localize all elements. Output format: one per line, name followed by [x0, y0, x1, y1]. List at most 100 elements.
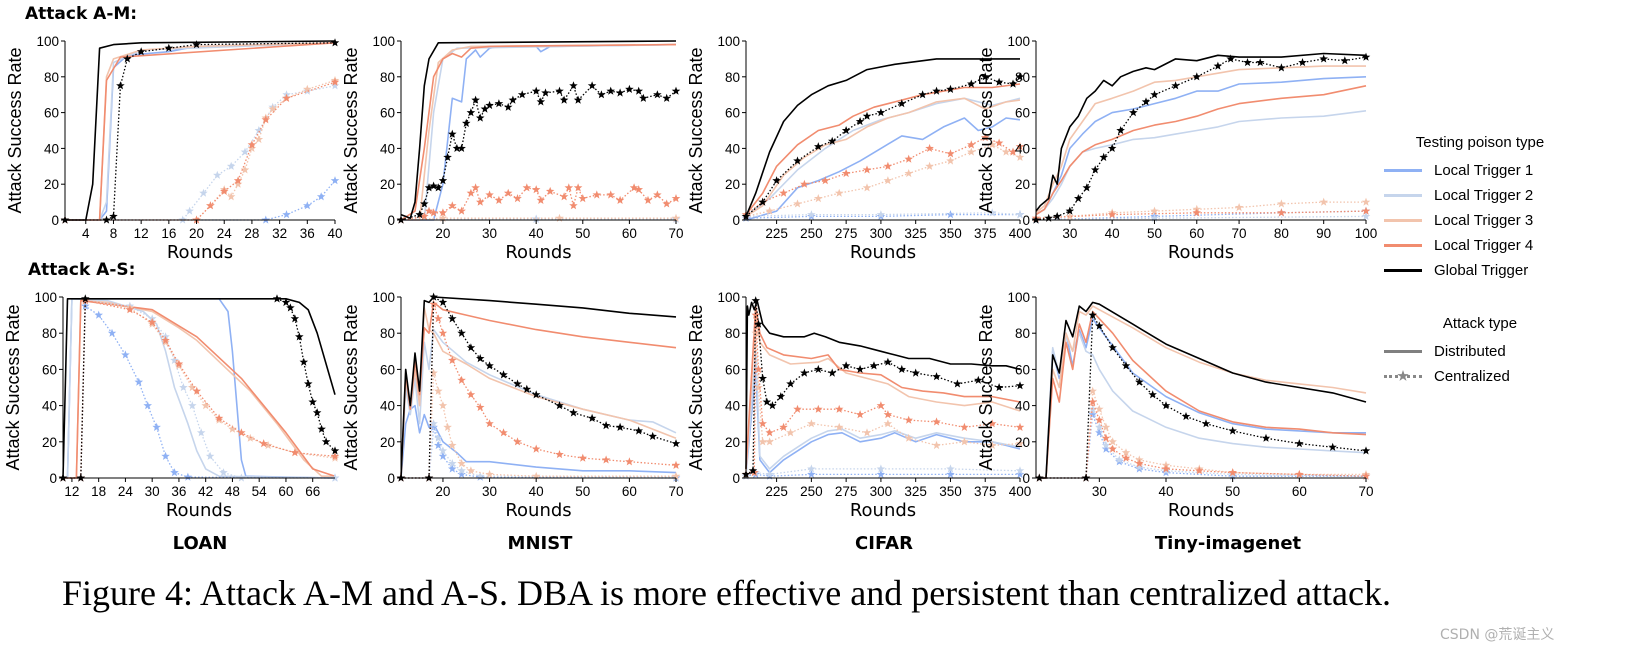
- star-marker-local-trigger-2: [1015, 466, 1025, 475]
- y-tick-label: 60: [1015, 362, 1030, 377]
- x-tick-label: 70: [1232, 226, 1247, 241]
- x-tick-label: 350: [939, 484, 962, 499]
- y-tick-label: 20: [380, 177, 395, 192]
- series-line-local-trigger-3-distributed: [745, 97, 1021, 218]
- star-marker-global-trigger: [974, 375, 983, 384]
- star-marker-global-trigger: [653, 90, 662, 99]
- star-marker-local-trigger-3: [448, 440, 457, 450]
- star-marker-local-trigger-1: [1095, 428, 1104, 437]
- star-marker-local-trigger-3: [793, 199, 802, 208]
- star-marker-local-trigger-4: [1108, 444, 1117, 453]
- x-axis-title: Rounds: [1168, 500, 1234, 521]
- y-tick-label: 60: [725, 106, 740, 121]
- star-marker-local-trigger-4: [569, 201, 578, 210]
- star-marker-local-trigger-2: [987, 208, 997, 217]
- star-marker-local-trigger-4: [573, 183, 583, 192]
- star-marker-global-trigger: [573, 95, 583, 104]
- y-tick-label: 0: [732, 213, 740, 228]
- star-marker-global-trigger: [762, 397, 772, 406]
- star-marker-local-trigger-4: [125, 305, 135, 314]
- series-line-local-trigger-2-distributed: [745, 97, 1021, 218]
- y-tick-label: 20: [725, 435, 740, 450]
- y-tick-label: 20: [1015, 435, 1030, 450]
- y-tick-label: 60: [1015, 106, 1030, 121]
- series-line-local-trigger-2-centralized: [400, 218, 676, 221]
- star-marker-local-trigger-4: [261, 115, 270, 124]
- star-marker-local-trigger-3: [303, 84, 312, 93]
- star-marker-local-trigger-2: [330, 81, 340, 90]
- star-marker-local-trigger-3: [485, 469, 494, 478]
- star-marker-global-trigger: [569, 408, 578, 417]
- star-marker-global-trigger: [1171, 81, 1180, 90]
- star-marker-global-trigger: [1340, 56, 1350, 65]
- y-tick-label: 60: [380, 106, 395, 121]
- star-marker-global-trigger: [116, 81, 125, 90]
- star-marker-local-trigger-3: [1101, 422, 1111, 431]
- y-tick-label: 60: [42, 362, 57, 377]
- x-tick-label: 50: [1225, 484, 1240, 499]
- x-tick-label: 40: [529, 484, 544, 499]
- star-marker-local-trigger-3: [904, 169, 913, 178]
- star-marker-local-trigger-2: [438, 446, 448, 455]
- star-marker-local-trigger-1: [434, 440, 443, 450]
- star-marker-global-trigger: [438, 176, 448, 185]
- star-marker-local-trigger-4: [1121, 453, 1131, 462]
- y-tick-label: 40: [725, 399, 740, 414]
- star-marker-local-trigger-3: [201, 401, 210, 410]
- y-tick-label: 80: [44, 70, 59, 85]
- y-axis-title: Attack Success Rate: [976, 304, 996, 470]
- y-tick-label: 100: [36, 34, 59, 49]
- y-tick-label: 20: [42, 435, 57, 450]
- star-marker-local-trigger-3: [754, 383, 763, 392]
- star-marker-local-trigger-4: [578, 194, 588, 203]
- star-marker-global-trigger: [1091, 165, 1100, 174]
- star-marker-global-trigger: [429, 181, 438, 190]
- legend-swatch-line: [1384, 194, 1422, 197]
- star-marker-local-trigger-2: [1361, 211, 1371, 221]
- star-marker-global-trigger: [800, 368, 809, 377]
- x-tick-label: 28: [244, 226, 259, 241]
- x-tick-label: 375: [974, 226, 997, 241]
- star-marker-global-trigger: [876, 108, 886, 117]
- series-line-local-trigger-2-distributed: [65, 42, 336, 221]
- x-tick-label: 50: [1147, 226, 1162, 241]
- star-marker-local-trigger-2: [185, 206, 194, 215]
- star-marker-local-trigger-4: [513, 194, 522, 203]
- star-marker-local-trigger-4: [883, 161, 893, 170]
- x-tick-label: 225: [765, 484, 788, 499]
- star-marker-global-trigger: [671, 86, 681, 95]
- star-marker-local-trigger-3: [434, 386, 443, 395]
- star-marker-local-trigger-3: [531, 471, 541, 480]
- star-marker-global-trigger: [793, 156, 802, 165]
- y-tick-label: 100: [372, 290, 395, 305]
- star-marker-local-trigger-4: [592, 190, 601, 199]
- star-marker-local-trigger-1: [807, 469, 816, 478]
- star-marker-global-trigger: [1148, 390, 1157, 399]
- x-axis-title: Rounds: [850, 242, 916, 263]
- star-marker-global-trigger: [758, 197, 767, 206]
- dataset-label-loan: LOAN: [172, 533, 228, 554]
- star-marker-local-trigger-1: [143, 401, 152, 410]
- star-marker-local-trigger-4: [531, 444, 541, 453]
- star-marker-global-trigger: [517, 90, 527, 99]
- star-marker-global-trigger: [304, 379, 313, 388]
- star-marker-local-trigger-4: [821, 176, 830, 185]
- star-marker-global-trigger: [671, 439, 681, 448]
- y-tick-label: 0: [49, 471, 57, 486]
- star-marker-global-trigger: [862, 111, 872, 120]
- series-line-local-trigger-4-distributed: [1035, 85, 1367, 216]
- star-marker-local-trigger-3: [786, 428, 795, 437]
- star-marker-global-trigger: [625, 84, 634, 93]
- star-marker-global-trigger: [1082, 183, 1091, 192]
- star-marker-global-trigger: [814, 142, 823, 151]
- star-marker-local-trigger-1: [152, 422, 161, 431]
- series-line-local-trigger-4-centralized: [745, 314, 1021, 476]
- x-tick-label: 400: [1009, 226, 1032, 241]
- y-tick-label: 80: [380, 70, 395, 85]
- star-marker-local-trigger-4: [1095, 415, 1104, 424]
- star-marker-local-trigger-3: [862, 428, 872, 437]
- series-line-local-trigger-1-distributed: [1035, 76, 1367, 216]
- star-marker-local-trigger-4: [932, 417, 941, 426]
- star-marker-local-trigger-3: [807, 419, 816, 428]
- star-marker-local-trigger-4: [671, 194, 681, 203]
